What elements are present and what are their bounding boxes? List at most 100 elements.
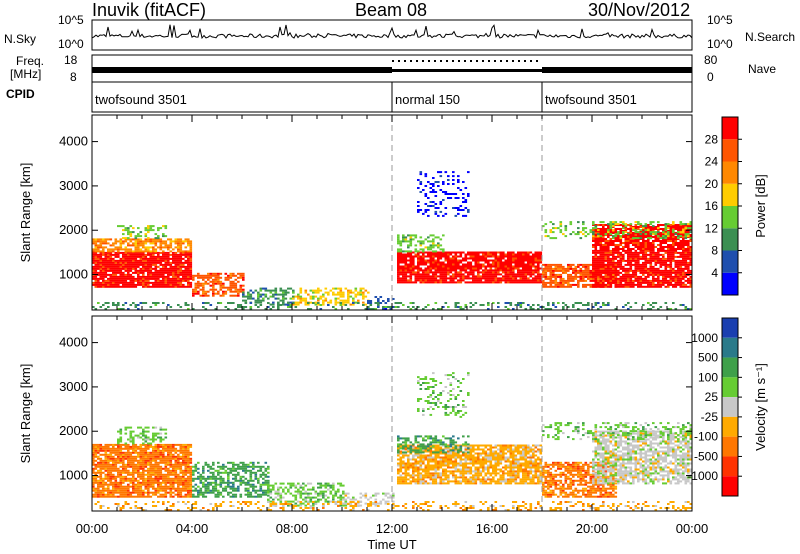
range-gate-cell bbox=[602, 281, 605, 284]
range-gate-cell bbox=[147, 485, 150, 488]
range-gate-cell bbox=[484, 275, 488, 278]
range-gate-cell bbox=[547, 285, 550, 288]
range-gate-cell bbox=[607, 269, 610, 272]
range-gate-cell bbox=[604, 259, 608, 262]
range-gate-cell bbox=[594, 267, 598, 270]
range-gate-cell bbox=[149, 263, 153, 266]
range-gate-cell bbox=[562, 269, 565, 272]
range-gate-cell bbox=[119, 477, 123, 480]
range-gate-cell bbox=[662, 242, 665, 244]
range-gate-cell bbox=[457, 267, 460, 270]
range-gate-cell bbox=[104, 493, 108, 496]
range-gate-cell bbox=[107, 455, 110, 458]
range-gate-cell bbox=[592, 259, 595, 262]
range-gate-cell bbox=[137, 281, 140, 284]
range-gate-cell bbox=[549, 275, 553, 278]
range-gate-cell bbox=[684, 223, 688, 226]
range-gate-cell bbox=[174, 265, 178, 268]
range-gate-cell bbox=[474, 259, 478, 262]
range-gate-cell bbox=[132, 481, 135, 484]
range-gate-cell bbox=[662, 261, 665, 264]
range-gate-cell bbox=[122, 253, 125, 256]
range-gate-cell bbox=[664, 265, 668, 268]
range-gate-cell bbox=[167, 248, 170, 251]
range-gate-cell bbox=[122, 477, 125, 480]
range-gate-cell bbox=[114, 269, 118, 272]
range-gate-cell bbox=[124, 263, 128, 266]
range-gate-cell bbox=[502, 265, 505, 268]
range-gate-cell bbox=[409, 250, 413, 253]
range-gate-cell bbox=[152, 469, 155, 472]
range-gate-cell bbox=[542, 281, 545, 284]
range-gate-cell bbox=[114, 449, 118, 452]
range-gate-cell bbox=[619, 277, 623, 280]
range-gate-cell bbox=[212, 294, 215, 297]
range-gate-cell bbox=[642, 246, 645, 248]
range-gate-cell bbox=[582, 285, 585, 288]
range-gate-cell bbox=[629, 277, 633, 280]
range-gate-cell bbox=[454, 271, 458, 274]
range-gate-cell bbox=[137, 238, 140, 241]
range-gate-cell bbox=[164, 263, 168, 266]
range-gate-cell bbox=[272, 289, 275, 292]
range-gate-cell bbox=[537, 269, 540, 272]
range-gate-cell bbox=[157, 465, 160, 468]
range-gate-cell bbox=[584, 267, 588, 270]
range-gate-cell bbox=[622, 277, 625, 280]
range-gate-cell bbox=[569, 233, 573, 236]
range-gate-cell bbox=[137, 227, 140, 230]
range-gate-cell bbox=[689, 279, 693, 282]
range-gate-cell bbox=[114, 304, 118, 306]
range-gate-cell bbox=[107, 493, 110, 496]
range-gate-cell bbox=[147, 225, 150, 228]
range-gate-cell bbox=[439, 251, 443, 254]
range-gate-cell bbox=[97, 461, 100, 464]
range-gate-cell bbox=[92, 485, 95, 488]
range-gate-cell bbox=[649, 279, 653, 282]
range-gate-cell bbox=[629, 267, 633, 270]
range-gate-cell bbox=[614, 257, 618, 260]
range-gate-cell bbox=[147, 248, 150, 251]
range-gate-cell bbox=[159, 273, 163, 276]
range-gate-cell bbox=[414, 265, 418, 268]
range-gate-cell bbox=[689, 255, 693, 258]
range-gate-cell bbox=[427, 197, 430, 199]
range-gate-cell bbox=[592, 231, 595, 234]
range-gate-cell bbox=[99, 255, 103, 258]
range-gate-cell bbox=[149, 473, 153, 476]
range-gate-cell bbox=[607, 279, 610, 282]
range-gate-cell bbox=[629, 283, 633, 286]
range-gate-cell bbox=[104, 473, 108, 476]
range-gate-cell bbox=[689, 269, 693, 272]
range-gate-cell bbox=[632, 240, 635, 242]
range-gate-cell bbox=[284, 289, 288, 292]
range-gate-cell bbox=[657, 269, 660, 272]
range-gate-cell bbox=[434, 212, 438, 215]
range-gate-cell bbox=[114, 465, 118, 468]
range-gate-cell bbox=[674, 259, 678, 262]
range-gate-cell bbox=[119, 471, 123, 474]
range-gate-cell bbox=[104, 495, 108, 498]
range-gate-cell bbox=[494, 263, 498, 266]
range-gate-cell bbox=[147, 453, 150, 456]
range-gate-cell bbox=[114, 242, 118, 245]
range-gate-cell bbox=[397, 306, 400, 308]
range-gate-cell bbox=[594, 261, 598, 264]
range-gate-cell bbox=[142, 455, 145, 458]
range-gate-cell bbox=[647, 283, 650, 286]
range-gate-cell bbox=[399, 242, 403, 245]
range-gate-cell bbox=[212, 292, 215, 295]
range-gate-cell bbox=[149, 257, 153, 260]
range-gate-cell bbox=[407, 255, 410, 258]
range-gate-cell bbox=[642, 244, 645, 246]
range-gate-cell bbox=[164, 281, 168, 284]
range-gate-cell bbox=[607, 261, 610, 264]
range-gate-cell bbox=[554, 265, 558, 268]
range-gate-cell bbox=[402, 255, 405, 258]
range-gate-cell bbox=[99, 238, 103, 241]
range-gate-cell bbox=[464, 214, 468, 217]
range-gate-cell bbox=[432, 271, 435, 274]
range-gate-cell bbox=[632, 259, 635, 262]
nave-point bbox=[452, 60, 454, 62]
range-gate-cell bbox=[169, 451, 173, 454]
